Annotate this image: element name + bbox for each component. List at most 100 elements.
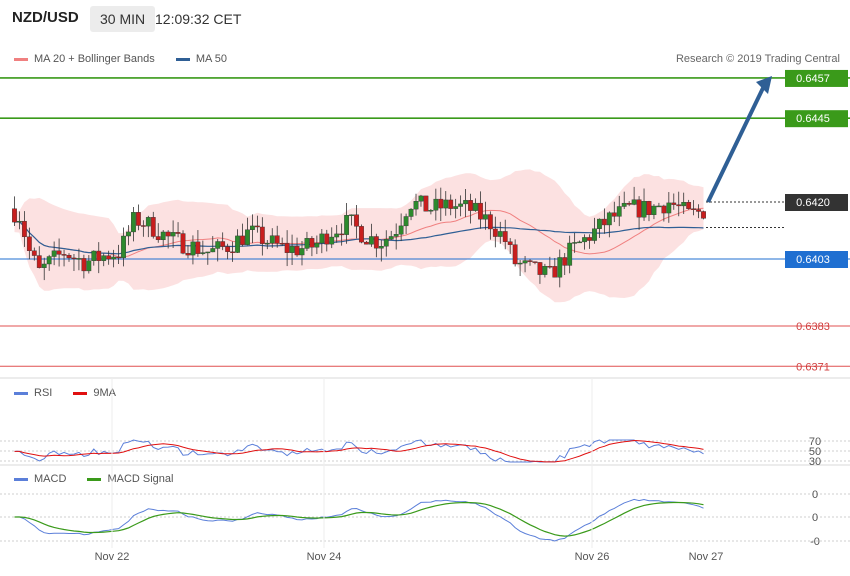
candle-up: [483, 214, 488, 220]
candle: [21, 211, 27, 247]
candle-up: [86, 260, 92, 272]
candle: [111, 249, 117, 268]
candle: [453, 198, 459, 219]
candle: [235, 229, 240, 253]
candle: [190, 235, 196, 265]
candle-down: [155, 236, 161, 241]
candle-down: [180, 233, 186, 254]
level-pivot-3: 0.6403: [0, 251, 850, 268]
candle: [284, 230, 290, 267]
candle-down: [468, 200, 473, 211]
candle-up: [606, 212, 612, 226]
x-tick-label: Nov 26: [575, 551, 610, 563]
candle: [572, 233, 578, 253]
candle: [398, 213, 404, 242]
candle-down: [106, 255, 112, 260]
candle: [458, 195, 464, 217]
candle-down: [671, 202, 677, 205]
candle-down: [448, 199, 454, 209]
candle-down: [96, 250, 102, 261]
candle-up: [403, 216, 409, 227]
candle: [175, 222, 181, 238]
candle-down: [66, 254, 72, 259]
candle: [433, 188, 439, 221]
candle: [225, 243, 231, 260]
candle: [314, 235, 320, 255]
credit-text: Research © 2019 Trading Central: [675, 53, 840, 65]
candle-up: [200, 252, 206, 254]
level-label: 0.6420: [796, 197, 830, 209]
candle-down: [601, 218, 607, 226]
macd-tick-label: 0: [812, 489, 818, 501]
candle-up: [582, 237, 587, 243]
candle: [557, 249, 563, 288]
x-tick-label: Nov 27: [689, 551, 724, 563]
candle: [631, 186, 637, 206]
candle-down: [240, 235, 245, 245]
candle-up: [383, 239, 389, 247]
candle: [413, 193, 419, 216]
candle-up: [299, 248, 305, 256]
candle: [205, 251, 211, 265]
candle: [656, 202, 662, 208]
candle: [577, 240, 582, 244]
candle: [636, 196, 642, 230]
candle-up: [522, 260, 528, 264]
candle: [552, 257, 558, 278]
candle: [145, 215, 151, 238]
candle-up: [250, 225, 255, 230]
candle-up: [378, 246, 384, 249]
candle-up: [597, 218, 602, 229]
candle-up: [334, 233, 340, 238]
candle: [368, 223, 374, 247]
candle: [165, 230, 171, 249]
candle: [66, 253, 72, 262]
candle-up: [428, 210, 434, 212]
candle-up: [542, 266, 548, 275]
candle: [492, 216, 498, 248]
candle-up: [651, 205, 657, 215]
candle-down: [195, 241, 201, 254]
candle: [448, 194, 454, 216]
macd-signal-line: [14, 501, 704, 537]
candle: [671, 193, 677, 210]
candle: [274, 225, 280, 248]
candle-up: [269, 235, 275, 244]
candle-down: [71, 257, 77, 260]
candle-down: [487, 214, 493, 230]
candle: [46, 254, 52, 271]
candle-up: [368, 236, 374, 245]
candle-down: [81, 258, 87, 272]
candle: [170, 220, 176, 248]
legend-item-macd: MACD: [14, 473, 66, 485]
candle-up: [592, 228, 597, 241]
candle: [641, 188, 647, 221]
candle: [403, 213, 409, 234]
candle-down: [21, 220, 27, 238]
macd-legend: MACD MACD Signal: [14, 473, 191, 485]
pivot-tag: [785, 251, 848, 268]
candle: [126, 225, 131, 246]
candle-down: [230, 251, 235, 253]
candle-down: [284, 243, 290, 253]
candle: [686, 199, 692, 210]
candle-down: [646, 201, 652, 215]
candle-down: [696, 209, 701, 212]
candle: [478, 191, 483, 229]
candle: [547, 256, 553, 269]
candle: [150, 211, 156, 239]
level-label: 0.6371: [796, 361, 830, 373]
candle: [418, 194, 424, 207]
candle: [61, 249, 67, 267]
candle-down: [537, 262, 543, 275]
timeframe-badge[interactable]: 30 MIN: [90, 6, 156, 32]
candle-up: [443, 199, 449, 209]
candle: [269, 228, 275, 248]
candle: [502, 219, 508, 250]
level-support-4: 0.6383: [0, 321, 850, 333]
candle-up: [329, 236, 335, 245]
level-support-5: 0.6371: [0, 361, 850, 373]
candle: [334, 225, 340, 243]
candle: [512, 239, 518, 267]
